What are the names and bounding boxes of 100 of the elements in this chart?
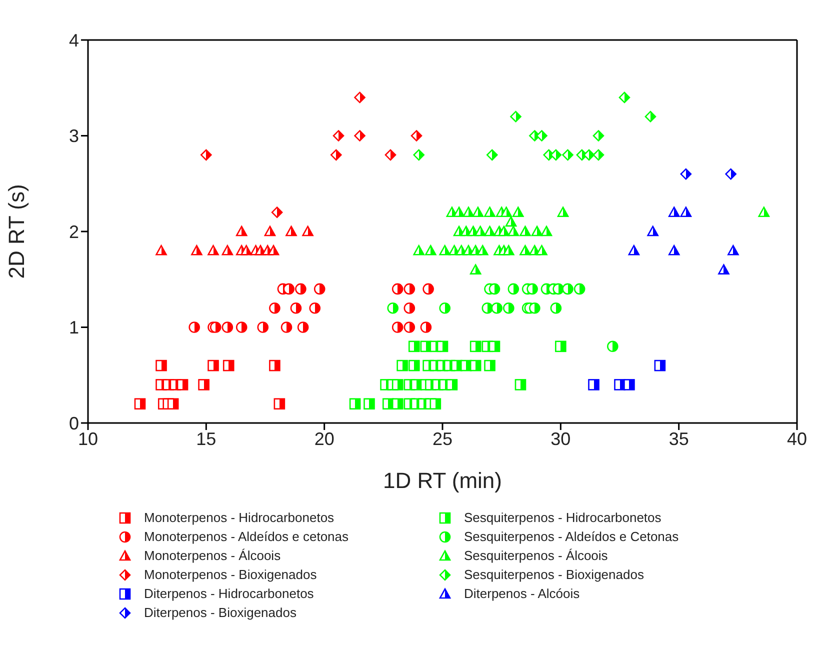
x-axis-title: 1D RT (min)	[383, 468, 502, 493]
point	[222, 245, 234, 256]
point	[557, 206, 569, 217]
point	[349, 398, 361, 410]
point	[484, 360, 496, 372]
point	[268, 245, 280, 256]
point	[354, 92, 366, 104]
point	[295, 283, 306, 295]
point	[508, 283, 520, 295]
y-tick-label: 1	[68, 318, 79, 338]
point	[309, 302, 321, 314]
point	[520, 245, 531, 256]
point	[725, 168, 736, 180]
point	[413, 149, 425, 161]
point	[482, 302, 494, 314]
point	[283, 283, 295, 295]
point	[286, 226, 297, 236]
point	[408, 340, 420, 352]
legend-label: Monoterpenos - Hidrocarbonetos	[144, 510, 334, 525]
legend-label: Sesquiterpenos - Álcoois	[464, 548, 608, 563]
point	[680, 206, 692, 217]
point	[280, 322, 292, 333]
point	[408, 360, 420, 372]
point	[555, 340, 566, 352]
y-tick-label: 0	[68, 413, 79, 434]
point	[208, 360, 219, 372]
point	[529, 302, 540, 314]
point	[302, 226, 314, 236]
point	[387, 302, 399, 314]
x-tick-label: 20	[314, 428, 334, 449]
point	[512, 206, 524, 217]
point	[425, 245, 436, 256]
point	[410, 130, 422, 142]
point	[392, 379, 404, 390]
point	[257, 322, 269, 333]
point	[491, 302, 503, 314]
point	[404, 322, 416, 333]
point	[654, 360, 666, 372]
point	[156, 360, 167, 372]
point	[167, 398, 179, 410]
point	[222, 360, 234, 372]
point	[624, 379, 635, 390]
point	[536, 245, 548, 256]
point	[552, 283, 564, 295]
point	[484, 226, 496, 236]
legend-label: Monoterpenos - Álcoois	[144, 548, 281, 563]
point	[436, 340, 448, 352]
point	[176, 379, 188, 390]
point	[314, 283, 326, 295]
point	[500, 206, 512, 217]
point	[439, 245, 451, 256]
point	[503, 302, 514, 314]
legend-label: Sesquiterpenos - Bioxigenados	[464, 567, 644, 582]
point	[271, 206, 283, 218]
y-tick-label: 2	[68, 222, 79, 242]
point	[422, 283, 434, 295]
point	[508, 226, 520, 236]
point	[446, 379, 458, 390]
point	[514, 379, 526, 390]
point	[134, 398, 146, 410]
point	[474, 226, 486, 236]
point	[384, 149, 396, 161]
point	[520, 226, 531, 236]
point	[236, 226, 248, 236]
point	[297, 322, 309, 333]
point	[392, 322, 404, 333]
point	[503, 245, 514, 256]
point	[210, 322, 222, 333]
point	[156, 245, 167, 256]
point	[477, 245, 488, 256]
legend-label: Monoterpenos - Aldeídos e cetonas	[144, 529, 349, 544]
point	[531, 226, 543, 236]
point	[758, 206, 770, 217]
point	[588, 379, 600, 390]
point	[208, 245, 219, 256]
point	[200, 149, 212, 161]
point	[462, 206, 474, 217]
point	[472, 206, 484, 217]
point	[718, 264, 730, 274]
point	[526, 283, 538, 295]
point	[488, 283, 500, 295]
point	[240, 245, 252, 256]
point	[236, 322, 248, 333]
point	[222, 322, 234, 333]
point	[392, 398, 404, 410]
point	[484, 206, 496, 217]
point	[392, 283, 404, 295]
point	[413, 245, 425, 256]
point	[728, 245, 739, 256]
point	[404, 283, 416, 295]
point	[668, 206, 680, 217]
point	[488, 340, 500, 352]
point	[668, 245, 680, 256]
point	[264, 226, 276, 236]
legend-label: Monoterpenos - Bioxigenados	[144, 567, 317, 582]
point	[592, 130, 604, 142]
point	[562, 283, 574, 295]
point	[574, 283, 586, 295]
point	[505, 216, 517, 227]
point	[274, 398, 286, 410]
